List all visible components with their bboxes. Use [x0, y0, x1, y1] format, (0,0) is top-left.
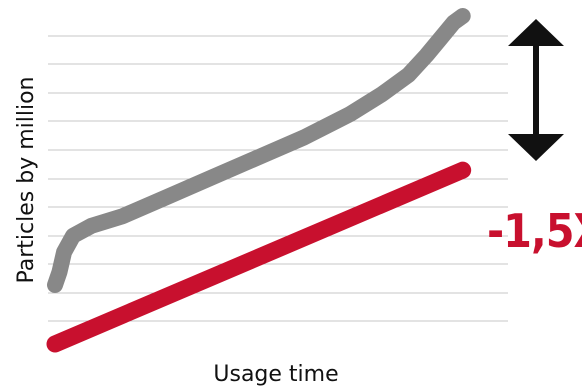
- ratio-annotation: -1,5X: [487, 204, 582, 258]
- series-layer: [55, 16, 463, 344]
- series-line-red: [55, 170, 463, 344]
- double-arrow-up-head: [508, 19, 564, 46]
- x-axis-title: Usage time: [213, 362, 338, 387]
- annotation-layer: [508, 19, 564, 161]
- y-axis-title: Particles by million: [14, 76, 39, 283]
- double-arrow-down-head: [508, 134, 564, 161]
